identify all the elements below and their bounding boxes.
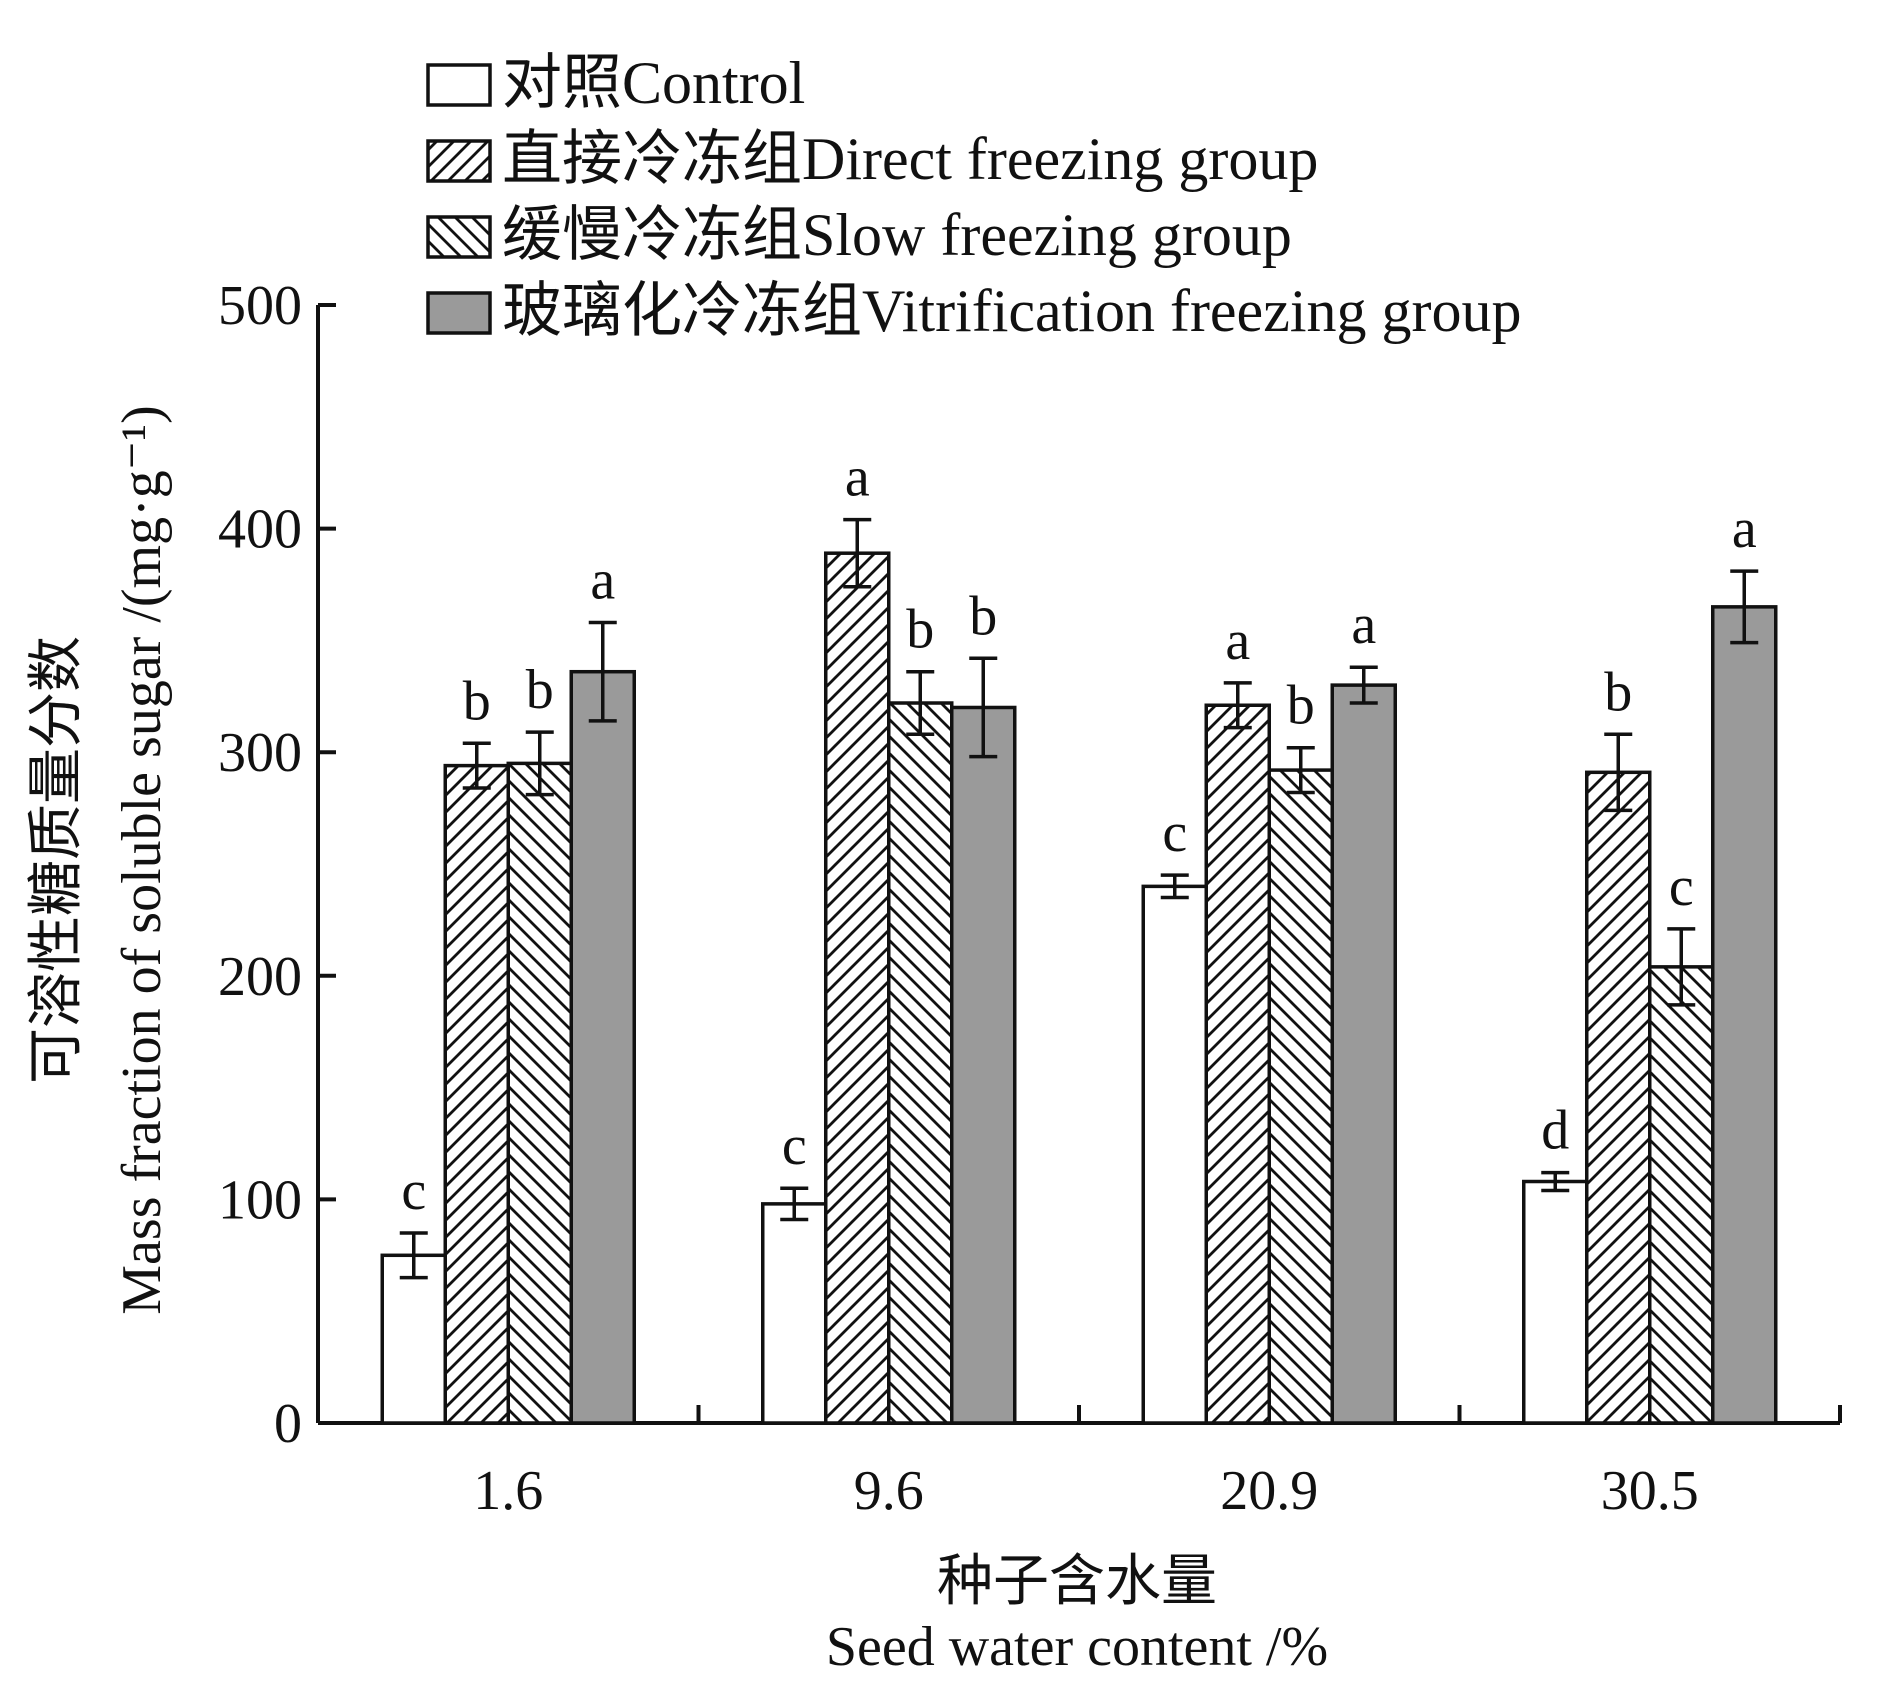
- data-label: a: [590, 550, 615, 612]
- data-label: c: [782, 1115, 807, 1177]
- bar: [380, 1253, 447, 1425]
- y-tick-label: 500: [218, 275, 302, 337]
- data-label: a: [845, 447, 870, 509]
- bar: [1711, 605, 1778, 1425]
- legend-entry: 缓慢冷冻组Slow freezing group: [502, 202, 1292, 268]
- data-label: b: [526, 659, 554, 721]
- x-tick-label: 20.9: [1220, 1460, 1318, 1522]
- x-ticks: 1.6 9.6 20.9 30.5: [473, 1405, 1842, 1522]
- bar: [950, 705, 1017, 1425]
- legend-entry: 玻璃化冷冻组Vitrification freezing group: [502, 278, 1521, 344]
- x-tick-label: 1.6: [473, 1460, 543, 1522]
- y-axis-title-en-text: Mass fraction of soluble sugar /(mg·g⁻¹): [111, 405, 173, 1314]
- data-label: b: [1604, 661, 1632, 723]
- y-axis-title-cn: 可溶性糖质量分数: [26, 636, 88, 1084]
- bar: [887, 701, 954, 1425]
- x-axis-title-en: Seed water content /%: [826, 1616, 1328, 1678]
- legend-swatch: [426, 139, 492, 183]
- x-tick-label: 9.6: [854, 1460, 924, 1522]
- y-tick-label: 300: [218, 722, 302, 784]
- bar: [1522, 1179, 1589, 1425]
- x-tick-label: 30.5: [1601, 1460, 1699, 1522]
- y-tick-label: 400: [218, 499, 302, 561]
- bar: [506, 761, 573, 1425]
- legend-entry: 直接冷冻组Direct freezing group: [502, 126, 1318, 192]
- bar: [1330, 683, 1397, 1425]
- x-axis-title-cn: 种子含水量: [937, 1551, 1217, 1613]
- data-label: a: [1225, 610, 1250, 672]
- bar: [761, 1202, 828, 1425]
- y-tick-label: 200: [218, 946, 302, 1008]
- legend-swatch: [426, 63, 492, 107]
- data-label: a: [1351, 594, 1376, 656]
- bar: [1585, 770, 1652, 1425]
- bar: [443, 763, 510, 1425]
- data-label: a: [1732, 498, 1757, 560]
- data-label: b: [906, 599, 934, 661]
- legend-swatch: [426, 291, 492, 335]
- y-tick-label: 100: [218, 1169, 302, 1231]
- legend-swatch: [426, 215, 492, 259]
- data-label: b: [1287, 675, 1315, 737]
- data-label: b: [463, 670, 491, 732]
- bar: [569, 669, 636, 1425]
- bar: [1141, 884, 1208, 1425]
- bar: [1204, 703, 1271, 1425]
- y-ticks: 0 100 200 300 400 500: [218, 275, 336, 1455]
- bar: [824, 551, 891, 1425]
- bar: [1648, 965, 1715, 1425]
- data-label: c: [401, 1160, 426, 1222]
- legend: 对照Control 直接冷冻组Direct freezing group 缓慢冷冻组…: [426, 50, 1521, 344]
- data-label: c: [1669, 856, 1694, 918]
- y-axis-title-en: Mass fraction of soluble sugar /(mg·g⁻¹): [111, 405, 173, 1314]
- bar: [1267, 768, 1334, 1425]
- data-label: c: [1162, 802, 1187, 864]
- legend-entry: 对照Control: [502, 50, 805, 116]
- y-tick-label: 0: [274, 1393, 302, 1455]
- data-label: d: [1541, 1100, 1569, 1162]
- data-label: b: [969, 585, 997, 647]
